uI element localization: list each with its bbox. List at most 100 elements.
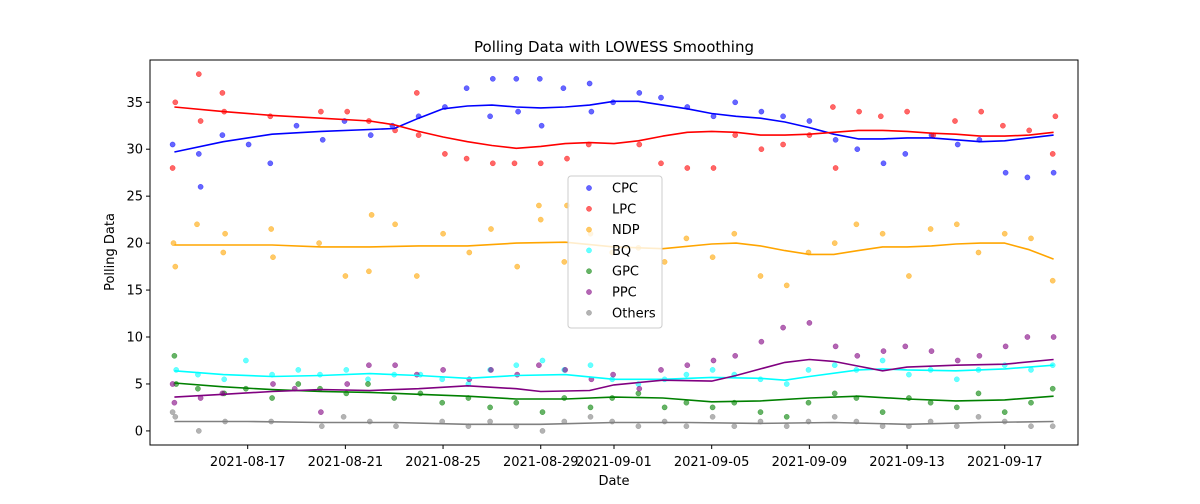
data-point-cpc [806, 118, 813, 124]
series-gpc-points [171, 352, 1056, 420]
data-point-cpc [513, 75, 520, 82]
data-point-ndp [661, 259, 668, 265]
data-point-cpc [1024, 174, 1031, 181]
data-point-ppc [710, 357, 717, 364]
data-point-ndp [879, 230, 886, 237]
data-point-lpc [511, 160, 518, 167]
data-point-bq [879, 357, 886, 364]
data-point-others [587, 413, 594, 420]
data-point-lpc [952, 118, 958, 124]
y-tick-label: 5 [135, 377, 143, 392]
data-point-lpc [489, 160, 496, 167]
data-point-cpc [586, 80, 593, 87]
data-point-others [169, 409, 176, 415]
data-point-gpc [683, 399, 690, 406]
data-point-ppc [318, 409, 324, 415]
data-point-gpc [1049, 385, 1056, 392]
data-point-bq [243, 357, 249, 364]
smooth-lines [174, 100, 1054, 426]
data-point-lpc [442, 151, 448, 157]
data-point-lpc [1026, 127, 1033, 134]
data-point-gpc [927, 399, 934, 406]
data-point-ndp [366, 268, 372, 275]
data-point-ppc [344, 381, 351, 387]
data-point-cpc [1002, 169, 1009, 176]
data-point-cpc [758, 108, 765, 115]
data-point-gpc [295, 381, 302, 387]
data-point-ppc [169, 381, 176, 387]
x-tick-label: 2021-09-01 [576, 455, 652, 470]
data-point-bq [805, 367, 812, 373]
y-tick-label: 25 [126, 190, 143, 205]
data-point-cpc [367, 132, 374, 138]
data-point-cpc [658, 94, 664, 101]
legend-marker [586, 247, 592, 254]
data-point-ndp [927, 226, 934, 232]
data-point-ndp [536, 202, 542, 209]
data-point-lpc [1052, 113, 1059, 120]
data-point-others [635, 423, 642, 430]
smooth-line-lpc [174, 106, 1054, 150]
data-point-others [975, 413, 982, 420]
data-point-others [318, 423, 325, 430]
data-point-gpc [1028, 399, 1034, 406]
data-point-others [1049, 423, 1056, 430]
data-point-others [783, 423, 790, 430]
data-point-gpc [171, 352, 178, 359]
y-tick-label: 0 [135, 424, 143, 439]
data-point-gpc [195, 385, 201, 392]
data-point-ndp [1028, 235, 1034, 242]
data-point-bq [953, 376, 960, 383]
data-point-others [709, 413, 716, 420]
data-point-gpc [805, 399, 812, 406]
x-tick-label: 2021-08-17 [210, 455, 286, 470]
data-point-cpc [169, 141, 176, 148]
data-point-cpc [832, 136, 839, 143]
data-point-ppc [880, 348, 887, 354]
legend-label: PPC [612, 286, 637, 301]
data-point-bq [221, 376, 228, 383]
data-point-others [731, 423, 738, 430]
legend-marker [586, 268, 592, 275]
data-point-ndp [172, 263, 179, 270]
data-point-lpc [978, 108, 985, 115]
data-point-gpc [1001, 409, 1008, 415]
data-point-lpc [636, 141, 643, 148]
data-point-ppc [976, 352, 983, 359]
data-point-cpc [245, 141, 252, 148]
data-point-cpc [293, 122, 300, 129]
data-point-bq [317, 371, 323, 378]
data-point-ndp [342, 273, 349, 279]
data-point-ndp [220, 249, 227, 256]
data-point-ppc [366, 362, 372, 369]
data-point-ppc [928, 348, 935, 354]
data-point-others [487, 418, 493, 425]
data-point-bq [513, 362, 520, 369]
data-point-cpc [515, 108, 521, 115]
data-point-ndp [270, 254, 276, 261]
data-point-cpc [487, 113, 493, 120]
data-point-gpc [661, 404, 668, 411]
data-point-lpc [780, 141, 786, 148]
data-point-ndp [1049, 277, 1056, 284]
data-point-lpc [172, 99, 179, 106]
data-point-bq [783, 381, 790, 387]
data-point-lpc [415, 132, 422, 138]
data-point-lpc [684, 165, 691, 171]
data-point-cpc [636, 90, 643, 96]
data-point-gpc [391, 395, 398, 401]
legend-label: NDP [612, 223, 640, 238]
data-point-ndp [392, 221, 398, 228]
data-point-gpc [269, 395, 275, 401]
smooth-line-others [174, 420, 1054, 426]
data-point-lpc [877, 113, 884, 120]
data-point-ndp [368, 212, 375, 218]
data-point-lpc [197, 118, 204, 124]
legend-label: LPC [612, 202, 636, 217]
legend-marker [586, 185, 592, 191]
data-point-ppc [392, 362, 398, 369]
data-point-ndp [783, 282, 790, 289]
smooth-line-bq [174, 364, 1054, 381]
data-point-cpc [538, 122, 545, 129]
